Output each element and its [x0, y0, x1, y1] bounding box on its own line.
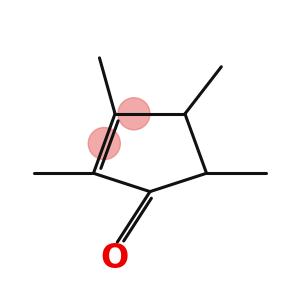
Circle shape [118, 98, 150, 130]
Circle shape [88, 128, 120, 160]
Text: O: O [100, 242, 128, 275]
